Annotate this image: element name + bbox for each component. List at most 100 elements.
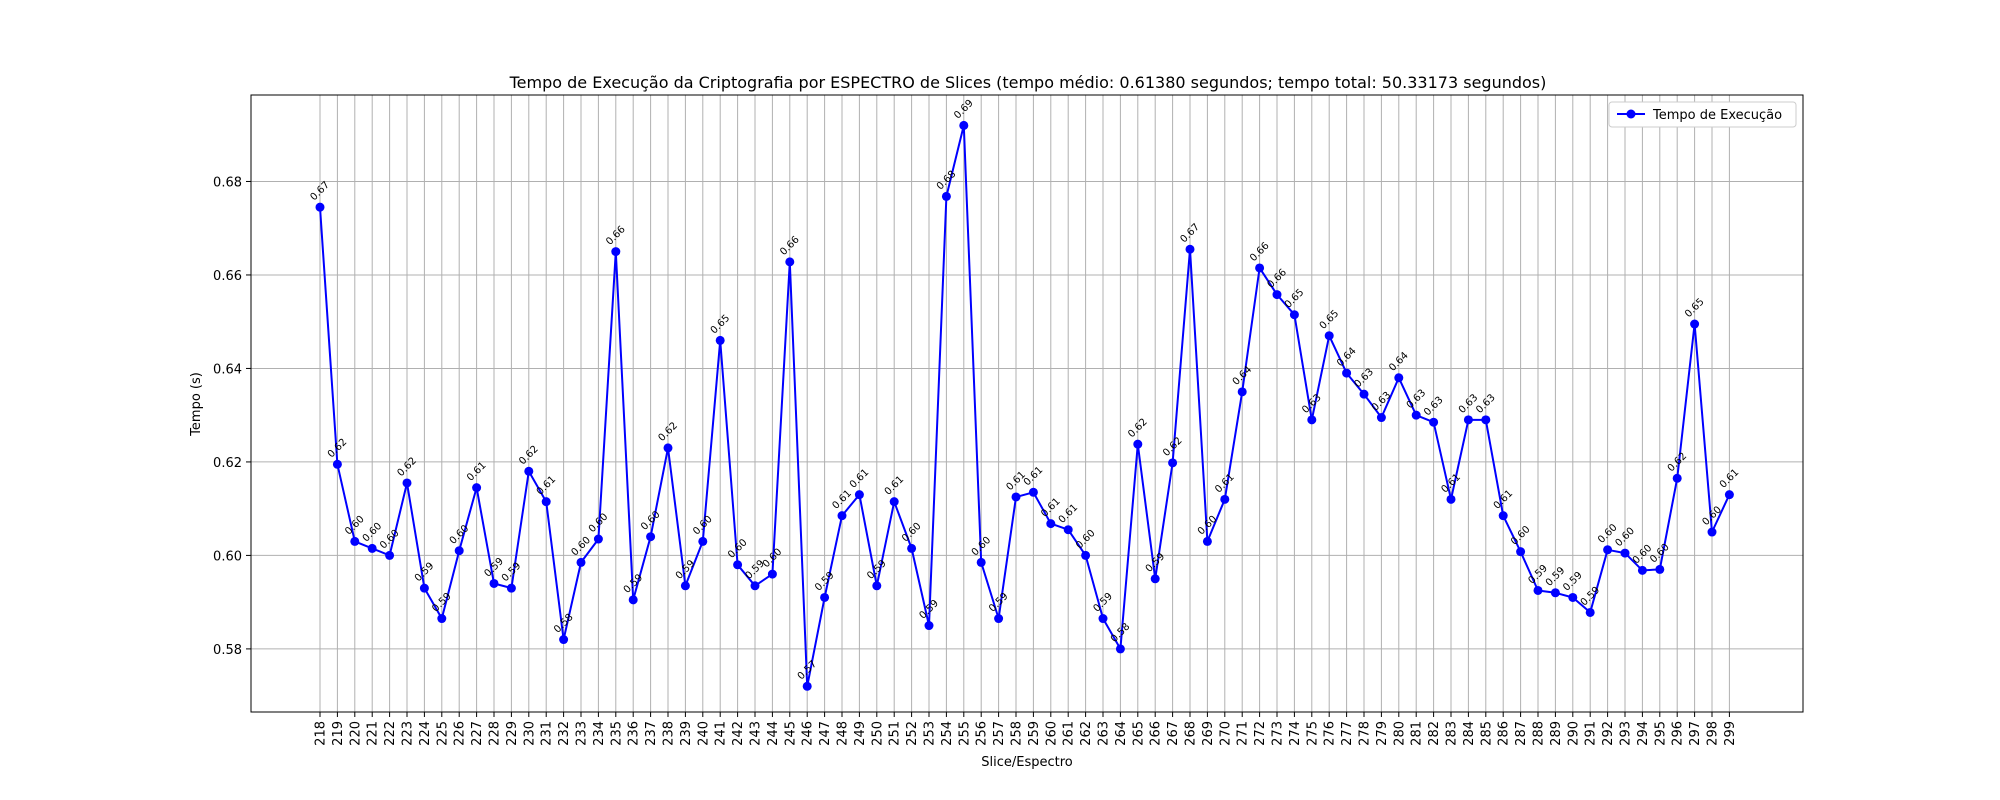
x-tick-label: 234 <box>592 721 607 746</box>
x-tick-label: 276 <box>1323 721 1338 746</box>
y-tick-label: 0.62 <box>213 456 242 471</box>
data-point <box>854 490 864 500</box>
data-point <box>1185 244 1195 254</box>
data-point <box>1046 519 1056 529</box>
data-point <box>385 550 395 560</box>
data-point <box>1463 415 1473 425</box>
legend-box <box>1608 101 1797 128</box>
data-point <box>733 560 743 570</box>
data-point <box>419 583 429 593</box>
x-tick-label: 242 <box>731 721 746 746</box>
x-tick-label: 236 <box>627 721 642 746</box>
data-point <box>315 202 325 212</box>
x-tick-label: 273 <box>1271 721 1286 746</box>
data-point <box>1446 494 1456 504</box>
data-point <box>1620 548 1630 558</box>
x-tick-label: 293 <box>1619 721 1634 746</box>
data-point <box>1585 607 1595 617</box>
x-tick-label: 258 <box>1010 721 1025 746</box>
x-tick-label: 271 <box>1236 721 1251 746</box>
y-tick-label: 0.64 <box>213 362 242 377</box>
x-tick-label: 279 <box>1375 721 1390 746</box>
x-tick-label: 290 <box>1566 721 1581 746</box>
x-tick-label: 249 <box>853 721 868 746</box>
legend-label: Tempo de Execução <box>1652 108 1782 123</box>
x-tick-label: 280 <box>1392 721 1407 746</box>
x-tick-label: 243 <box>749 721 764 746</box>
data-point <box>1150 574 1160 584</box>
grid <box>251 95 1803 712</box>
data-point <box>1168 458 1178 468</box>
x-tick-label: 292 <box>1601 721 1616 746</box>
x-tick-label: 227 <box>470 721 485 746</box>
x-tick-label: 296 <box>1671 721 1686 746</box>
x-tick-label: 286 <box>1497 721 1512 746</box>
data-point <box>1237 387 1247 397</box>
x-tick-label: 230 <box>522 721 537 746</box>
data-point <box>1115 644 1125 654</box>
x-tick-label: 246 <box>801 721 816 746</box>
x-tick-label: 299 <box>1723 721 1738 746</box>
data-point <box>437 614 447 624</box>
x-tick-label: 294 <box>1636 721 1651 746</box>
x-tick-label: 261 <box>1062 721 1077 746</box>
x-tick-label: 225 <box>435 721 450 746</box>
data-point <box>593 534 603 544</box>
data-point <box>489 578 499 588</box>
data-point <box>1394 373 1404 383</box>
x-tick-label: 223 <box>401 721 416 746</box>
x-tick-label: 267 <box>1166 721 1181 746</box>
x-tick-label: 231 <box>540 721 555 746</box>
x-tick-label: 253 <box>923 721 938 746</box>
data-point <box>506 583 516 593</box>
data-point <box>454 546 464 556</box>
data-point <box>332 459 342 469</box>
x-tick-label: 277 <box>1340 721 1355 746</box>
x-tick-label: 285 <box>1479 721 1494 746</box>
x-tick-label: 245 <box>783 721 798 746</box>
data-point <box>1411 410 1421 420</box>
data-point <box>1098 614 1108 624</box>
x-tick-label: 259 <box>1027 721 1042 746</box>
x-tick-label: 265 <box>1131 721 1146 746</box>
data-point <box>1637 565 1647 575</box>
x-axis: 218 219 220 221 222 223 224 225 226 227 228 229 230 2… <box>314 712 1738 746</box>
data-point <box>1550 588 1560 598</box>
data-point <box>785 257 795 267</box>
x-tick-label: 298 <box>1706 721 1721 746</box>
data-point <box>524 466 534 476</box>
data-point <box>1707 527 1717 537</box>
legend-point-marker <box>1626 109 1636 119</box>
data-point <box>1028 487 1038 497</box>
data-point <box>1220 494 1230 504</box>
y-axis-label: Tempo (s) <box>189 372 204 437</box>
x-tick-label: 266 <box>1149 721 1164 746</box>
data-point <box>698 536 708 546</box>
x-tick-label: 221 <box>366 721 381 746</box>
data-point <box>350 536 360 546</box>
x-tick-label: 275 <box>1305 721 1320 746</box>
y-tick-label: 0.68 <box>213 175 242 190</box>
data-point <box>1690 319 1700 329</box>
data-point <box>750 581 760 591</box>
series-line <box>319 124 1731 688</box>
data-point <box>924 621 934 631</box>
data-point <box>1481 415 1491 425</box>
y-tick-label: 0.60 <box>213 549 242 564</box>
x-tick-label: 272 <box>1253 721 1268 746</box>
x-tick-label: 274 <box>1288 721 1303 746</box>
data-point <box>1133 439 1143 449</box>
data-point <box>941 191 951 201</box>
x-tick-label: 222 <box>383 721 398 746</box>
plot-frame <box>250 94 1804 713</box>
y-tick-label: 0.66 <box>213 269 242 284</box>
data-point <box>1255 263 1265 273</box>
x-tick-label: 239 <box>679 721 694 746</box>
data-point <box>402 478 412 488</box>
x-tick-label: 262 <box>1079 721 1094 746</box>
x-tick-label: 233 <box>575 721 590 746</box>
data-point <box>715 335 725 345</box>
x-tick-label: 226 <box>453 721 468 746</box>
data-point <box>1081 550 1091 560</box>
x-tick-label: 256 <box>975 721 990 746</box>
